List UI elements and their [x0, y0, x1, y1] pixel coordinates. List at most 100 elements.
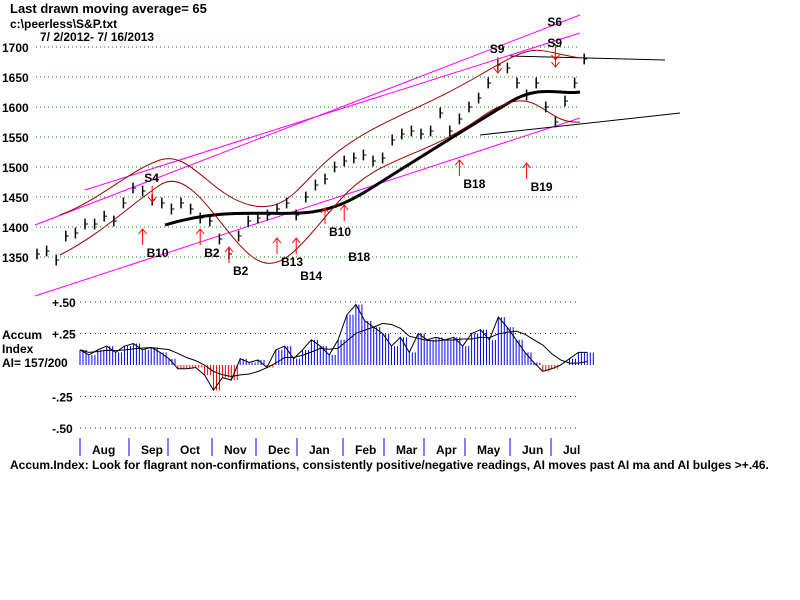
- signal-s4: S4: [144, 171, 159, 203]
- price-bar: [141, 185, 146, 197]
- price-bar: [333, 161, 338, 173]
- signal-s9: S9: [490, 42, 505, 74]
- svg-text:S9: S9: [490, 42, 505, 56]
- month-label: Feb: [355, 443, 376, 457]
- price-bar: [305, 191, 309, 203]
- signal-s6: S6: [547, 15, 562, 61]
- ai-label-1: Accum: [2, 328, 43, 342]
- price-bar: [391, 134, 396, 146]
- signal-b18: B18: [455, 159, 486, 191]
- price-bar: [103, 210, 108, 222]
- price-bar: [237, 230, 242, 242]
- price-bar: [74, 227, 79, 239]
- price-bar: [381, 152, 386, 164]
- price-tick-label: 1600: [2, 101, 29, 115]
- month-label: Oct: [180, 443, 200, 457]
- price-bar: [132, 182, 136, 194]
- svg-text:B13: B13: [281, 255, 303, 269]
- price-tick-label: 1650: [2, 71, 29, 85]
- price-bar: [209, 215, 213, 227]
- signal-b10: B10: [138, 228, 169, 260]
- price-bar: [314, 179, 319, 191]
- price-bar: [535, 77, 540, 89]
- price-bar: [525, 89, 530, 101]
- signal-b19: B19: [522, 162, 553, 194]
- price-tick-label: 1450: [2, 191, 29, 205]
- trend-channels: [34, 14, 681, 297]
- price-tick-label: 1350: [2, 251, 29, 265]
- price-bar: [429, 125, 434, 137]
- price-tick-label: 1550: [2, 131, 29, 145]
- price-bar: [362, 149, 367, 161]
- ai-line: [79, 303, 588, 392]
- month-label: Mar: [396, 443, 418, 457]
- svg-text:B18: B18: [348, 250, 370, 264]
- month-label: Sep: [141, 443, 163, 457]
- resistance-line: [509, 55, 666, 61]
- month-label: Dec: [268, 443, 290, 457]
- price-bar: [170, 203, 175, 215]
- ai-ma-line: [79, 322, 588, 378]
- price-bar: [266, 209, 271, 221]
- svg-text:S9: S9: [547, 36, 562, 50]
- price-bar: [36, 248, 40, 260]
- price-bar: [506, 62, 511, 74]
- price-tick-label: 1500: [2, 161, 29, 175]
- price-bar: [55, 254, 60, 266]
- svg-text:B10: B10: [329, 225, 351, 239]
- price-tick-label: 1700: [2, 41, 29, 55]
- price-bar: [218, 233, 223, 245]
- price-bar: [257, 212, 261, 224]
- price-bar: [401, 128, 405, 140]
- price-bar: [468, 101, 472, 113]
- channel-lower: [34, 117, 581, 297]
- svg-text:S6: S6: [547, 15, 562, 29]
- price-bar: [458, 113, 463, 125]
- channel-upper: [34, 14, 581, 226]
- price-bar: [65, 230, 69, 242]
- signal-b2: B2: [195, 228, 220, 260]
- price-bar: [161, 197, 165, 209]
- ma-65-line: [164, 89, 581, 227]
- svg-text:B2: B2: [204, 246, 220, 260]
- price-bar: [122, 197, 127, 209]
- price-bar: [324, 173, 328, 185]
- svg-text:S4: S4: [144, 171, 159, 185]
- price-bar: [93, 218, 98, 230]
- signal-b2: B2: [224, 246, 249, 278]
- price-bar: [84, 218, 88, 230]
- price-bar: [285, 197, 290, 209]
- price-bar: [113, 215, 117, 227]
- price-bar: [189, 203, 194, 215]
- svg-text:B19: B19: [531, 180, 553, 194]
- price-bar: [449, 125, 453, 137]
- signal-b14: B14: [291, 237, 323, 283]
- price-bar: [180, 197, 184, 209]
- svg-text:B14: B14: [300, 269, 322, 283]
- price-bar: [573, 77, 578, 89]
- month-label: Jan: [309, 443, 330, 457]
- price-bar: [410, 125, 415, 137]
- month-label: May: [477, 443, 501, 457]
- price-bar: [554, 116, 559, 128]
- ai-tick-label: +.25: [52, 328, 76, 342]
- signal-b13: B13: [272, 237, 303, 269]
- ai-tick-label: -.50: [52, 422, 73, 436]
- price-bar: [276, 203, 280, 215]
- price-bar: [564, 95, 568, 107]
- price-bar: [583, 53, 588, 65]
- date-range: 7/ 2/2012- 7/ 16/2013: [40, 30, 155, 44]
- ai-tick-label: +.50: [52, 296, 76, 310]
- price-bar: [45, 245, 50, 257]
- channel-mid: [84, 32, 581, 191]
- ai-label-3: AI= 157/200: [2, 356, 68, 370]
- month-label: Apr: [436, 443, 457, 457]
- signal-b10: B10: [320, 207, 351, 239]
- svg-text:B2: B2: [233, 264, 249, 278]
- price-bar: [343, 155, 348, 167]
- price-bar: [353, 152, 357, 164]
- price-tick-label: 1400: [2, 221, 29, 235]
- month-label: Jun: [522, 443, 543, 457]
- price-bar: [516, 77, 520, 89]
- price-bar: [477, 92, 482, 104]
